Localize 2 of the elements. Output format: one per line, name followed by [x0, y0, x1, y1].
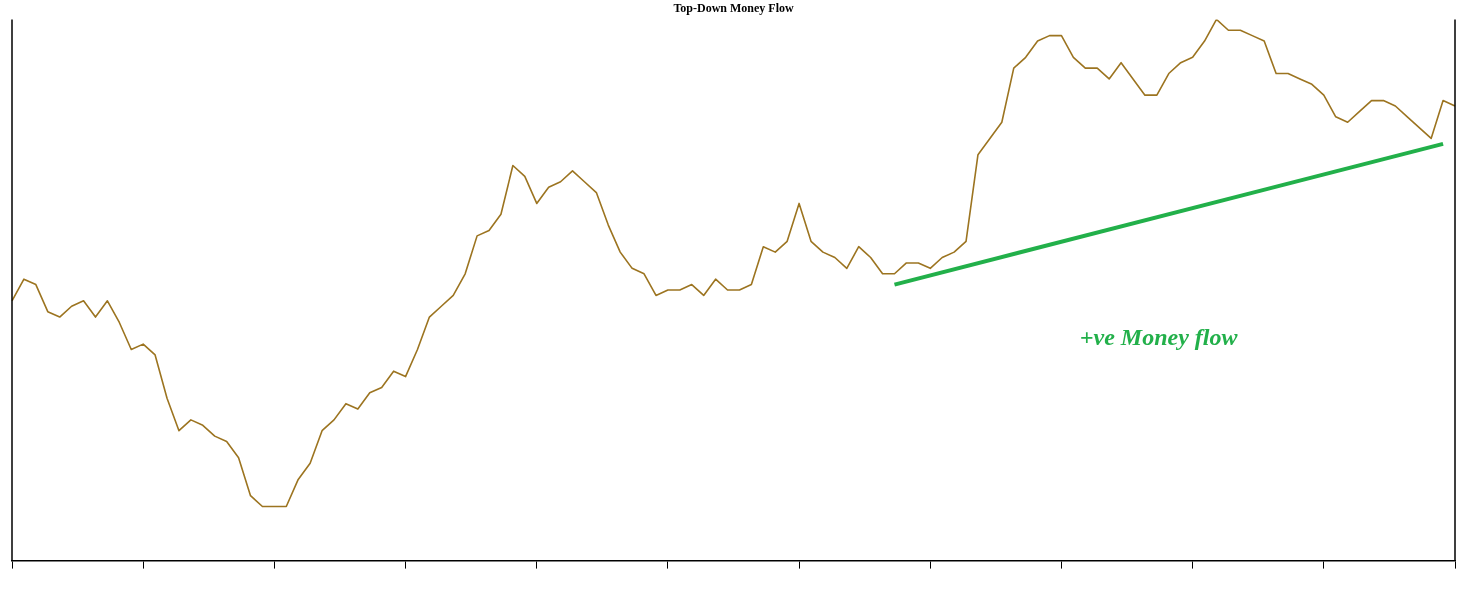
chart-title: Top-Down Money Flow [673, 1, 794, 16]
annotation: +ve Money flow [1079, 323, 1239, 350]
